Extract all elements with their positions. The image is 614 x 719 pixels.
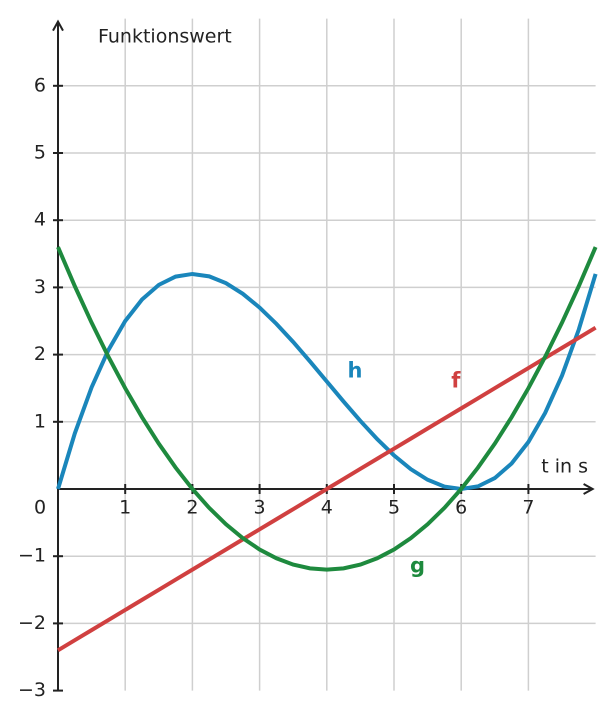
x-tick-label: 3 [254, 497, 266, 519]
x-tick-label: 1 [119, 497, 131, 519]
y-tick-label: −2 [18, 612, 46, 634]
curve-label: f [451, 368, 461, 392]
y-tick-label: 4 [34, 209, 46, 231]
y-tick-label: 2 [34, 343, 46, 365]
y-tick-label: −1 [18, 545, 46, 567]
function-curve [56, 246, 598, 572]
x-tick-label: 2 [186, 497, 198, 519]
curve-label: g [410, 553, 425, 577]
y-tick-label: −3 [18, 679, 46, 701]
x-tick-label: 7 [522, 497, 534, 519]
curve-label: h [348, 358, 363, 382]
y-tick-label: 5 [34, 142, 46, 164]
y-tick-label: 3 [34, 276, 46, 298]
y-axis-label: Funktionswert [98, 26, 232, 48]
y-tick-label: 1 [34, 410, 46, 432]
x-tick-label: 0 [34, 497, 46, 519]
x-tick-label: 4 [321, 497, 333, 519]
x-axis-label: t in s [541, 456, 588, 478]
x-tick-label: 6 [455, 497, 467, 519]
y-tick-label: 6 [34, 74, 46, 96]
function-curve [56, 271, 598, 492]
function-curve [56, 326, 597, 652]
x-tick-label: 5 [388, 497, 400, 519]
